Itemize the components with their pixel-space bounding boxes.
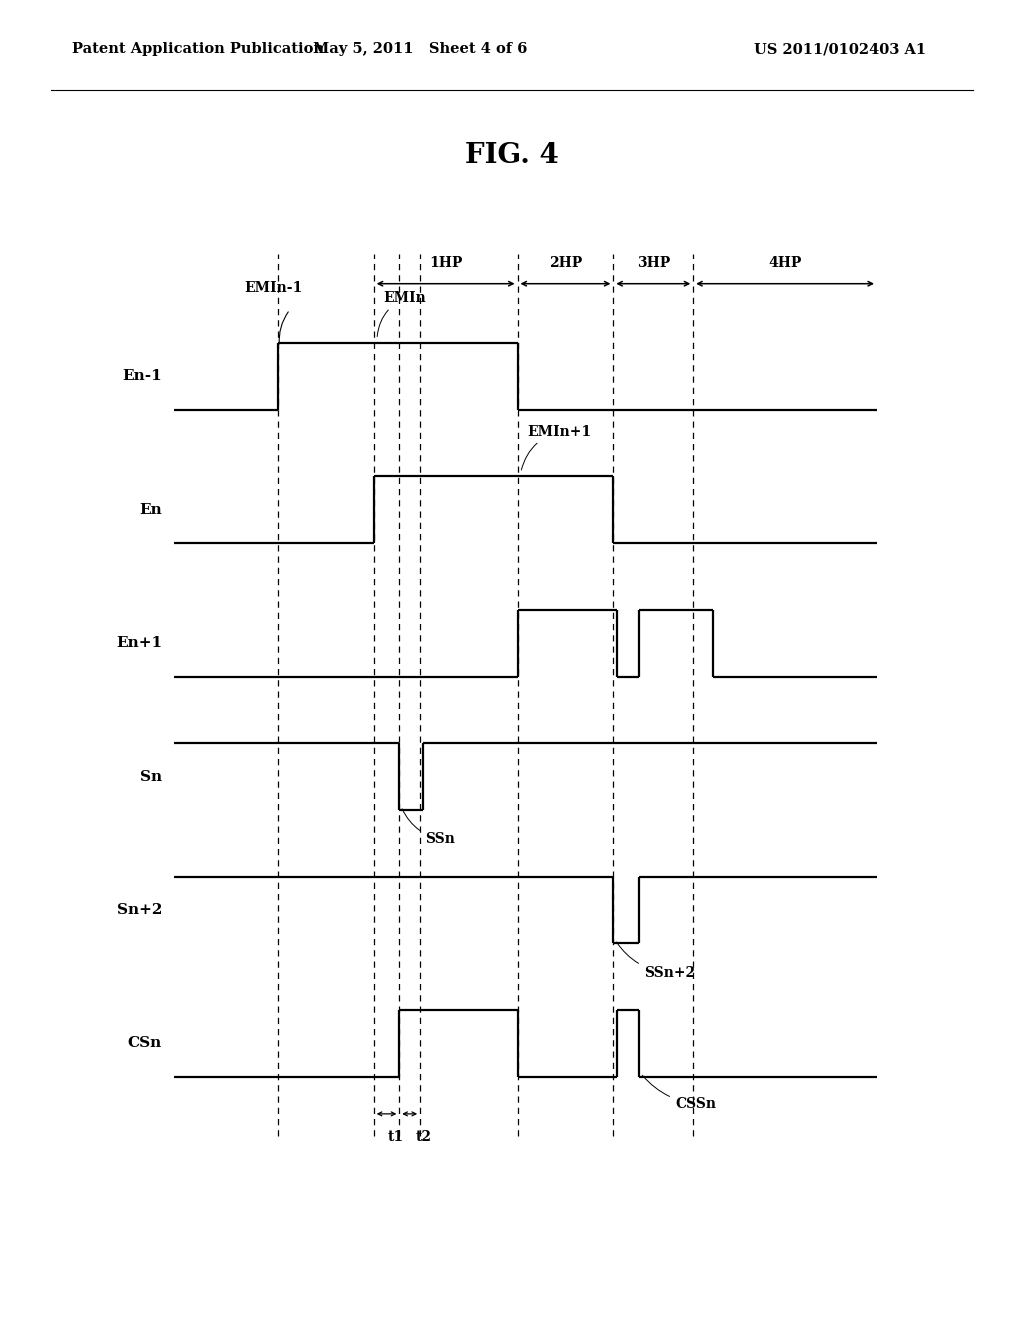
Text: FIG. 4: FIG. 4: [465, 141, 559, 169]
Text: t1: t1: [387, 1130, 403, 1144]
Text: EMIn: EMIn: [377, 292, 426, 337]
Text: EMIn+1: EMIn+1: [521, 425, 591, 470]
Text: En+1: En+1: [116, 636, 162, 651]
Text: SSn: SSn: [402, 809, 455, 846]
Text: Sn: Sn: [140, 770, 162, 784]
Text: CSSn: CSSn: [642, 1076, 716, 1111]
Text: CSn: CSn: [128, 1036, 162, 1051]
Text: En-1: En-1: [122, 370, 162, 383]
Text: SSn+2: SSn+2: [616, 942, 695, 979]
Text: 1HP: 1HP: [429, 256, 462, 271]
Text: En: En: [139, 503, 162, 516]
Text: US 2011/0102403 A1: US 2011/0102403 A1: [754, 42, 926, 57]
Text: Sn+2: Sn+2: [117, 903, 162, 917]
Text: 4HP: 4HP: [768, 256, 802, 271]
Text: 3HP: 3HP: [637, 256, 670, 271]
Text: Patent Application Publication: Patent Application Publication: [72, 42, 324, 57]
Text: May 5, 2011   Sheet 4 of 6: May 5, 2011 Sheet 4 of 6: [312, 42, 527, 57]
Text: 2HP: 2HP: [549, 256, 582, 271]
Text: t2: t2: [416, 1130, 432, 1144]
Text: EMIn-1: EMIn-1: [245, 281, 303, 294]
